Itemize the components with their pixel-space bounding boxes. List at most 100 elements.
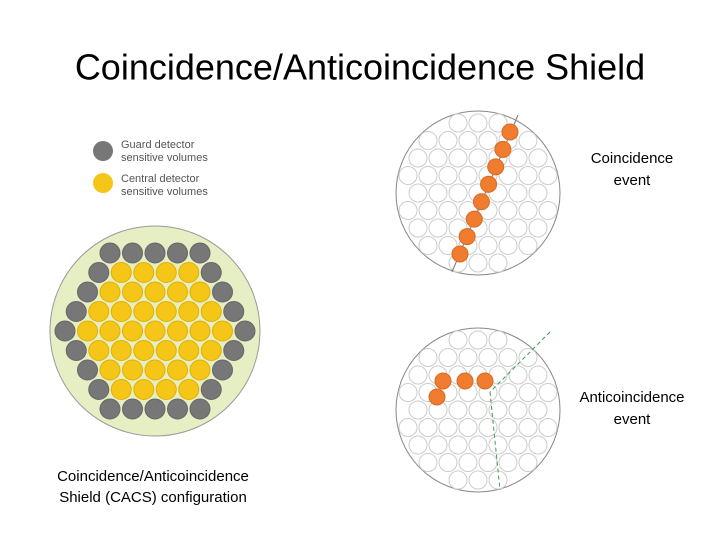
detector-cell: [488, 400, 508, 420]
detector-cell: [428, 218, 448, 238]
detector-cell: [468, 435, 488, 455]
detector-cell: [468, 253, 488, 273]
detector-cell: [508, 218, 528, 238]
track: [489, 331, 551, 393]
track: [451, 114, 519, 273]
detector-cell: [518, 348, 538, 367]
detector-cell: [478, 418, 498, 437]
detector-cell: [200, 340, 222, 361]
hit-cell: [456, 372, 474, 390]
hit-cell: [458, 228, 476, 246]
detector-cell: [88, 262, 110, 283]
detector-cell: [448, 183, 468, 203]
detector-cell: [518, 418, 538, 437]
detector-cell: [508, 400, 528, 420]
detector-cell: [122, 242, 143, 264]
detector-cell: [428, 148, 448, 168]
detector-cell: [528, 183, 548, 203]
title: Coincidence/Anticoincidence Shield: [75, 47, 645, 88]
hit-cell: [434, 372, 452, 390]
detector-cell: [167, 398, 188, 420]
legend-text: sensitive volumes: [121, 152, 208, 164]
detector-cell: [88, 340, 110, 361]
detector-cell: [408, 400, 428, 420]
detector-cell: [528, 435, 548, 455]
detector-cell: [155, 301, 177, 322]
detector-cell: [167, 242, 188, 264]
detector-cell: [478, 131, 498, 150]
detector-cell: [189, 359, 211, 381]
caption: Shield (CACS) configuration: [59, 489, 247, 506]
detector-cell: [408, 435, 428, 455]
caption: event: [614, 172, 652, 189]
detector-cell: [438, 418, 458, 437]
detector-cell: [77, 359, 98, 381]
hit-cell: [472, 193, 490, 211]
detector-cell: [65, 340, 87, 361]
detector-cell: [498, 383, 518, 402]
legend-swatch-central: [93, 173, 113, 193]
detector-cell: [99, 320, 121, 342]
detector-cell: [498, 166, 518, 185]
detector-cell: [77, 320, 98, 342]
hit-cell: [465, 210, 483, 228]
hit-cell: [476, 372, 494, 390]
detector-cell: [88, 301, 110, 322]
detector-cell: [144, 398, 166, 420]
detector-cell: [155, 262, 177, 283]
detector-cell: [418, 453, 438, 472]
detector-cell: [418, 418, 438, 437]
detector-cell: [428, 435, 448, 455]
detector-cell: [538, 166, 558, 185]
detector-cell: [167, 320, 188, 342]
track: [489, 391, 501, 491]
detector-cell: [200, 379, 222, 400]
detector-cell: [418, 348, 438, 367]
anticoincidence-diagram: [395, 327, 561, 493]
caption: Coincidence/Anticoincidence: [57, 468, 249, 485]
hit-cell: [487, 158, 505, 176]
detector-cell: [110, 301, 132, 322]
detector-cell: [528, 218, 548, 238]
hit-cell: [428, 388, 446, 406]
detector-cell: [508, 365, 528, 385]
detector-cell: [468, 470, 488, 490]
detector-cell: [408, 148, 428, 168]
detector-cell: [538, 383, 558, 402]
legend-text: sensitive volumes: [121, 186, 208, 198]
detector-cell: [99, 242, 121, 264]
detector-cell: [478, 236, 498, 255]
detector-cell: [518, 453, 538, 472]
detector-cell: [133, 340, 155, 361]
detector-cell: [167, 359, 188, 381]
detector-cell: [498, 201, 518, 220]
detector-cell: [133, 301, 155, 322]
caption: Anticoincidence: [579, 389, 684, 406]
detector-cell: [212, 281, 233, 303]
detector-cell: [122, 281, 143, 303]
detector-cell: [144, 242, 166, 264]
detector-cell: [155, 340, 177, 361]
detector-cell: [508, 183, 528, 203]
detector-cell: [518, 236, 538, 255]
legend-text: Central detector: [121, 173, 200, 185]
detector-cell: [448, 113, 468, 133]
detector-cell: [538, 201, 558, 220]
detector-cell: [65, 301, 87, 322]
detector-cell: [448, 148, 468, 168]
detector-cell: [488, 330, 508, 350]
detector-cell: [178, 379, 200, 400]
detector-cell: [178, 340, 200, 361]
detector-cell: [528, 365, 548, 385]
detector-cell: [200, 301, 222, 322]
detector-cell: [189, 320, 211, 342]
detector-cell: [508, 148, 528, 168]
detector-cell: [189, 242, 211, 264]
detector-cell: [189, 281, 211, 303]
detector-cell: [144, 281, 166, 303]
detector-cell: [478, 453, 498, 472]
detector-cell: [458, 166, 478, 185]
detector-cell: [54, 320, 76, 342]
detector-cell: [438, 453, 458, 472]
detector-cell: [99, 359, 121, 381]
